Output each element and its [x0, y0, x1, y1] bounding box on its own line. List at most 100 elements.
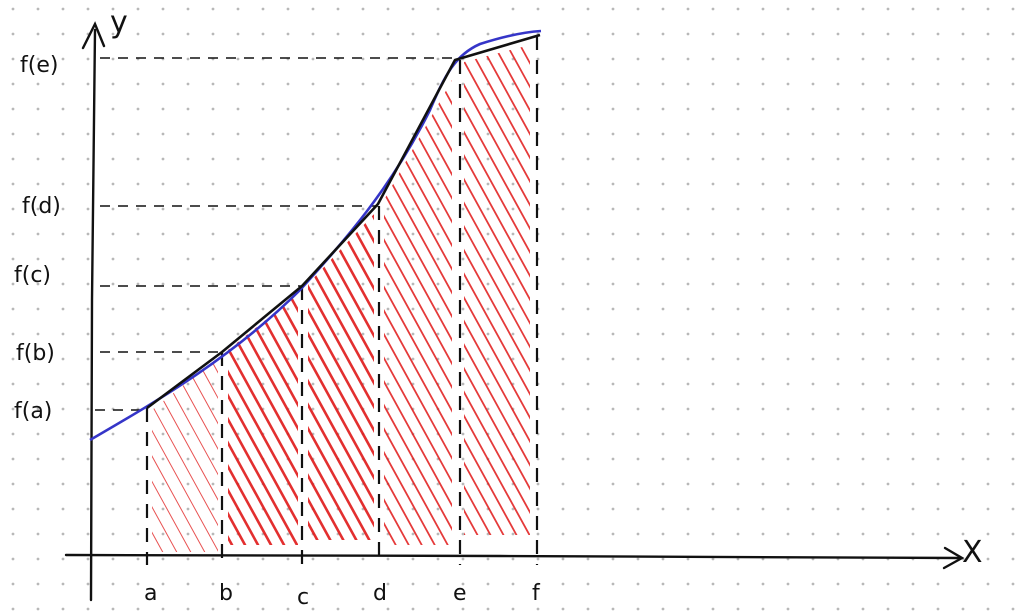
grid-dot — [711, 607, 715, 611]
grid-dot — [836, 182, 840, 186]
grid-dot — [986, 32, 990, 36]
hatch-line — [464, 45, 530, 535]
grid-dot — [336, 332, 340, 336]
grid-dot — [236, 132, 240, 136]
hatch-line — [686, 80, 942, 545]
hatch-line — [580, 214, 759, 540]
grid-dot — [836, 57, 840, 61]
grid-dot — [11, 407, 15, 411]
grid-dot — [111, 157, 115, 161]
hatch-line — [464, 45, 530, 535]
grid-dot — [186, 207, 190, 211]
y-tick-label-fa: f(a) — [14, 399, 52, 424]
grid-dot — [61, 357, 65, 361]
x-tick-label-a: a — [144, 581, 157, 606]
grid-dot — [836, 507, 840, 511]
grid-dot — [311, 407, 315, 411]
grid-dot — [161, 307, 165, 311]
grid-dot — [686, 82, 690, 86]
grid-dot — [286, 307, 290, 311]
grid-dot — [361, 257, 365, 261]
grid-dot — [586, 332, 590, 336]
hatch-line — [195, 358, 218, 552]
grid-dot — [36, 357, 40, 361]
grid-dot — [586, 107, 590, 111]
y-axis-arrow — [81, 21, 106, 50]
grid-dot — [36, 382, 40, 386]
grid-dot — [86, 282, 90, 286]
grid-dot — [961, 157, 965, 161]
grid-dot — [736, 307, 740, 311]
grid-dot — [186, 307, 190, 311]
grid-dot — [1011, 407, 1015, 411]
grid-dot — [511, 107, 515, 111]
grid-dot — [186, 257, 190, 261]
hatch-line — [634, 80, 890, 545]
grid-dot — [111, 182, 115, 186]
grid-dot — [311, 57, 315, 61]
grid-dot — [436, 282, 440, 286]
hatch-line — [354, 294, 492, 545]
grid-dot — [36, 507, 40, 511]
grid-dot — [11, 182, 15, 186]
grid-dot — [236, 57, 240, 61]
grid-dot — [986, 582, 990, 586]
grid-dot — [461, 257, 465, 261]
grid-dot — [286, 207, 290, 211]
hatch-line — [384, 80, 436, 545]
grid-dot — [1011, 432, 1015, 436]
grid-dot — [661, 82, 665, 86]
grid-dot — [286, 157, 290, 161]
hatch-strip — [228, 294, 492, 545]
hatch-line — [228, 294, 234, 545]
hatch-line — [308, 214, 371, 540]
grid-dot — [736, 257, 740, 261]
grid-dot — [286, 132, 290, 136]
grid-dot — [811, 457, 815, 461]
grid-dot — [886, 282, 890, 286]
grid-dot — [1011, 32, 1015, 36]
grid-dot — [11, 57, 15, 61]
hatch-line — [384, 80, 452, 545]
grid-dot — [986, 107, 990, 111]
grid-dot — [11, 82, 15, 86]
hatch-line — [384, 80, 452, 545]
grid-dot — [986, 7, 990, 11]
grid-dot — [886, 207, 890, 211]
grid-dot — [761, 107, 765, 111]
grid-dot — [586, 357, 590, 361]
grid-dot — [61, 382, 65, 386]
hatch-line — [790, 80, 1018, 545]
hatch-line — [384, 80, 452, 545]
grid-dot — [586, 307, 590, 311]
grid-dot — [986, 407, 990, 411]
grid-dot — [261, 7, 265, 11]
grid-dot — [1011, 232, 1015, 236]
grid-dot — [11, 357, 15, 361]
grid-dot — [636, 182, 640, 186]
grid-dot — [436, 207, 440, 211]
hatch-line — [384, 80, 452, 545]
grid-dot — [736, 132, 740, 136]
grid-dot — [811, 582, 815, 586]
grid-dot — [1011, 382, 1015, 386]
grid-dot — [536, 57, 540, 61]
grid-dot — [111, 532, 115, 536]
grid-dot — [311, 132, 315, 136]
grid-dot — [161, 482, 165, 486]
grid-dot — [961, 182, 965, 186]
grid-dot — [536, 457, 540, 461]
grid-dot — [636, 82, 640, 86]
grid-dot — [736, 157, 740, 161]
grid-dot — [286, 182, 290, 186]
hatch-line — [308, 214, 319, 540]
hatch-line — [73, 214, 252, 540]
hatch-line — [0, 80, 201, 545]
hatch-line — [491, 80, 747, 545]
grid-dot — [36, 407, 40, 411]
grid-dot — [86, 257, 90, 261]
grid-dot — [511, 332, 515, 336]
grid-dot — [761, 232, 765, 236]
grid-dot — [261, 332, 265, 336]
grid-dot — [661, 357, 665, 361]
